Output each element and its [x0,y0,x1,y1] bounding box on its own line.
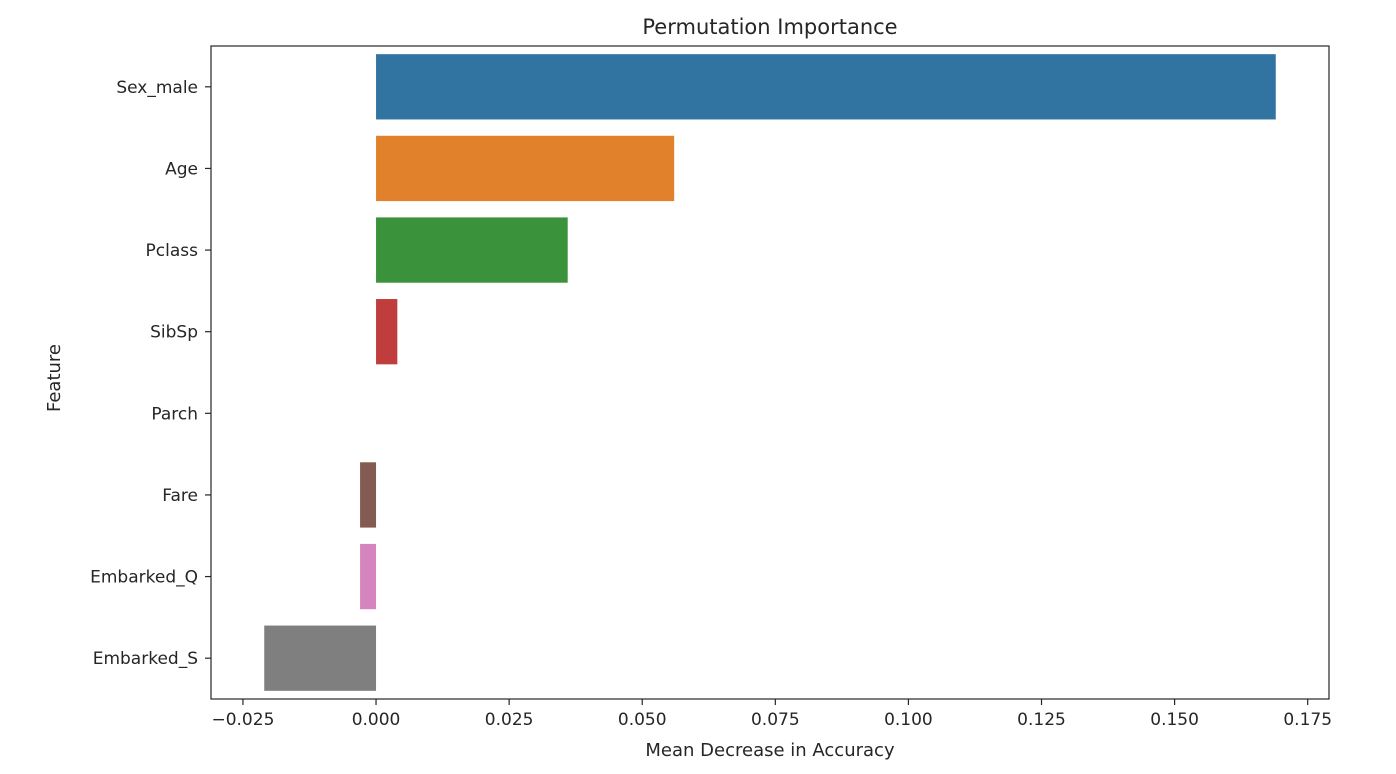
axes-layer: −0.025 0.000 0.025 0.050 0.075 0.100 0.125 0.15… [90,45,1332,730]
bar-sex-male [376,54,1276,120]
y-tick-label: Embarked_S [93,649,198,669]
bar-fare [360,462,377,528]
chart-title: Permutation Importance [642,15,897,39]
y-tick-label: Pclass [146,241,199,261]
bar-embarked-s [264,625,377,691]
y-tick-label: Age [165,159,198,179]
y-tick-label: Embarked_Q [90,568,198,588]
x-tick-label: −0.025 [211,710,274,730]
x-axis-label: Mean Decrease in Accuracy [645,740,895,761]
y-axis-label: Feature [44,344,65,412]
y-tick-label: SibSp [150,323,198,343]
bar-age [376,135,675,202]
x-tick-label: 0.175 [1283,710,1332,730]
y-tick-label: Parch [151,404,198,424]
x-tick-label: 0.075 [751,710,800,730]
bars-layer [264,54,1276,691]
x-tick-label: 0.150 [1150,710,1199,730]
y-tick-label: Fare [162,486,198,506]
x-tick-label: 0.125 [1017,710,1066,730]
plot-frame [210,45,1330,700]
x-tick-label: 0.100 [884,710,933,730]
x-tick-label: 0.000 [352,710,401,730]
bar-pclass [376,217,568,283]
bar-sibsp [376,299,398,365]
bar-embarked-q [360,543,377,610]
x-tick-label: 0.050 [618,710,667,730]
y-tick-label: Sex_male [116,78,198,98]
x-tick-label: 0.025 [485,710,534,730]
